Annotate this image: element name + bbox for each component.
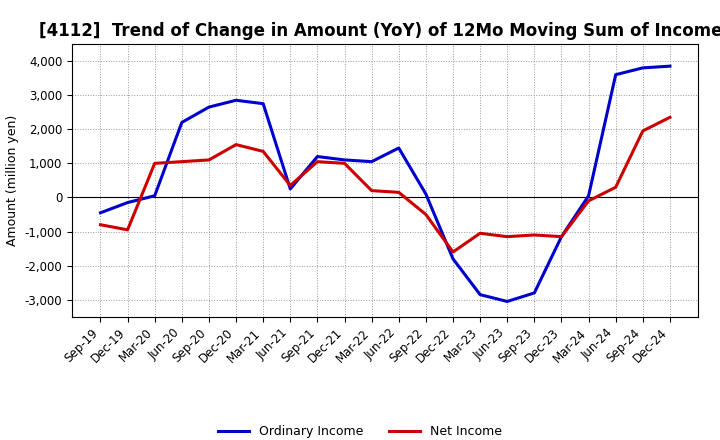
Net Income (503, 234, 511, 239)
Ordinary Income (341, 157, 349, 162)
Ordinary Income (421, 191, 430, 197)
Ordinary Income (584, 193, 593, 198)
Net Income (286, 183, 294, 188)
Ordinary Income (123, 200, 132, 205)
Ordinary Income (503, 299, 511, 304)
Ordinary Income (639, 65, 647, 70)
Net Income (476, 231, 485, 236)
Net Income (530, 232, 539, 238)
Ordinary Income (96, 210, 105, 216)
Ordinary Income (259, 101, 268, 106)
Ordinary Income (557, 234, 566, 239)
Net Income (367, 188, 376, 193)
Net Income (178, 159, 186, 164)
Net Income (341, 161, 349, 166)
Line: Ordinary Income: Ordinary Income (101, 66, 670, 301)
Ordinary Income (611, 72, 620, 77)
Net Income (96, 222, 105, 227)
Ordinary Income (395, 145, 403, 150)
Line: Net Income: Net Income (101, 117, 670, 252)
Ordinary Income (204, 104, 213, 110)
Ordinary Income (665, 63, 674, 69)
Ordinary Income (178, 120, 186, 125)
Legend: Ordinary Income, Net Income: Ordinary Income, Net Income (218, 425, 502, 438)
Net Income (557, 234, 566, 239)
Ordinary Income (286, 186, 294, 191)
Net Income (449, 249, 457, 255)
Net Income (259, 149, 268, 154)
Net Income (611, 185, 620, 190)
Net Income (395, 190, 403, 195)
Net Income (639, 128, 647, 134)
Ordinary Income (232, 98, 240, 103)
Net Income (665, 115, 674, 120)
Net Income (313, 159, 322, 164)
Net Income (584, 198, 593, 203)
Net Income (123, 227, 132, 232)
Net Income (150, 161, 159, 166)
Ordinary Income (530, 290, 539, 296)
Ordinary Income (476, 292, 485, 297)
Net Income (204, 157, 213, 162)
Ordinary Income (313, 154, 322, 159)
Ordinary Income (150, 193, 159, 198)
Y-axis label: Amount (million yen): Amount (million yen) (6, 115, 19, 246)
Net Income (232, 142, 240, 147)
Ordinary Income (449, 256, 457, 261)
Net Income (421, 212, 430, 217)
Title: [4112]  Trend of Change in Amount (YoY) of 12Mo Moving Sum of Incomes: [4112] Trend of Change in Amount (YoY) o… (38, 22, 720, 40)
Ordinary Income (367, 159, 376, 164)
